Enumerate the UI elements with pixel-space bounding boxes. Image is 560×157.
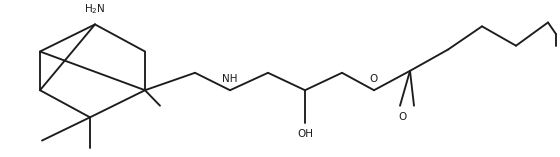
Text: O: O [370, 74, 378, 84]
Text: O: O [398, 112, 407, 122]
Text: NH: NH [222, 74, 238, 84]
Text: H$_2$N: H$_2$N [84, 2, 106, 16]
Text: OH: OH [297, 129, 313, 139]
